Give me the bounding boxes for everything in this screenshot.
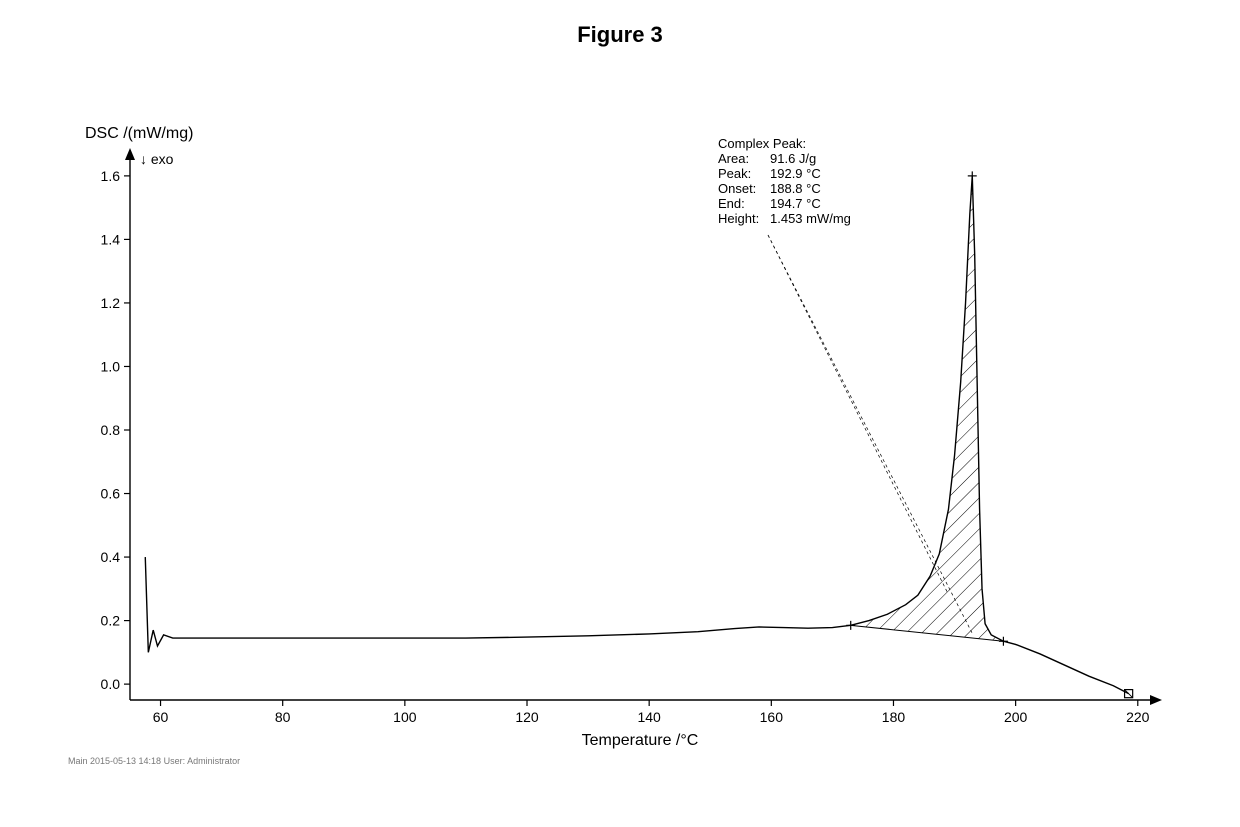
ytick-label: 0.4 [101,549,121,565]
annotation-value: 192.9 °C [770,166,821,181]
annotation-label: End: [718,196,745,211]
annotation-label: Area: [718,151,749,166]
y-axis-label: DSC /(mW/mg) [85,125,193,142]
ytick-label: 0.0 [101,676,121,692]
ytick-label: 1.6 [101,168,121,184]
footer-text: Main 2015-05-13 14:18 User: Administrato… [68,756,240,766]
annotation-value: 194.7 °C [770,196,821,211]
ytick-label: 0.6 [101,486,121,502]
xtick-label: 120 [515,709,539,725]
xtick-label: 180 [882,709,906,725]
annotation-value: 1.453 mW/mg [770,211,851,226]
annotation-value: 188.8 °C [770,181,821,196]
annotation-label: Height: [718,211,759,226]
page: Figure 3 0.0 0.2 0.4 0.6 0.8 1.0 1.2 1.4 1.6 60 80… [0,0,1240,827]
annotation-label: Onset: [718,181,756,196]
xtick-label: 220 [1126,709,1150,725]
ytick-label: 0.8 [101,422,121,438]
figure-title: Figure 3 [0,22,1240,48]
ytick-label: 1.2 [101,295,121,311]
dsc-chart: 0.0 0.2 0.4 0.6 0.8 1.0 1.2 1.4 1.6 60 80 100 120 140… [60,110,1180,770]
x-axis-label: Temperature /°C [582,732,699,749]
ytick-label: 1.4 [101,231,121,247]
ytick-label: 0.2 [101,613,121,629]
xtick-label: 100 [393,709,417,725]
xtick-label: 60 [153,709,169,725]
xtick-label: 160 [760,709,784,725]
chart-svg: 0.0 0.2 0.4 0.6 0.8 1.0 1.2 1.4 1.6 60 80 100 120 140… [60,110,1180,770]
xtick-label: 140 [637,709,661,725]
xtick-label: 200 [1004,709,1028,725]
exo-indicator: ↓ exo [140,151,174,167]
annotation-label: Peak: [718,166,751,181]
annotation-value: 91.6 J/g [770,151,816,166]
annotation-title: Complex Peak: [718,136,806,151]
ytick-label: 1.0 [101,358,121,374]
xtick-label: 80 [275,709,291,725]
